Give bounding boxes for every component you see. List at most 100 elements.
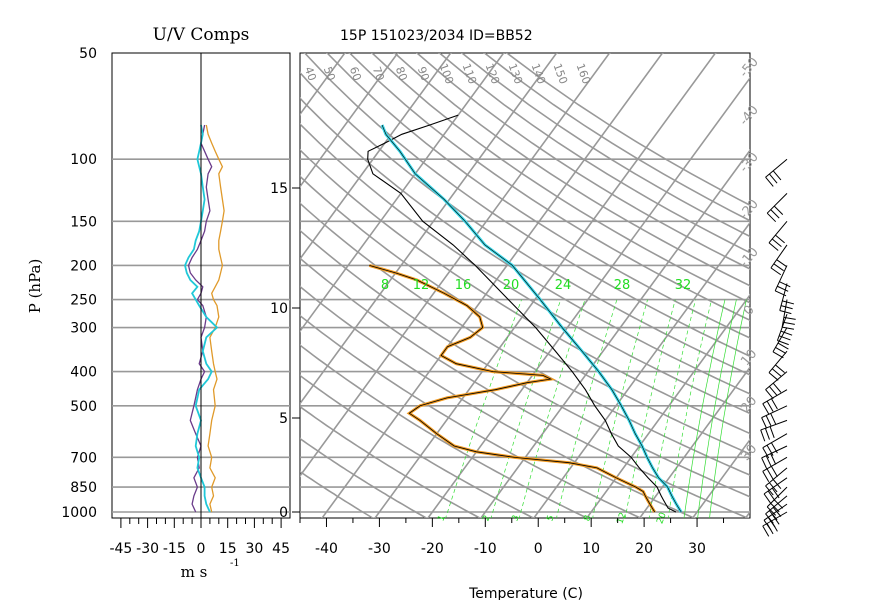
wind-barb-flag bbox=[776, 347, 786, 353]
skewt-x-tick-label-3: -10 bbox=[474, 541, 497, 557]
uv-pressure-label-700: 700 bbox=[70, 450, 97, 466]
skewt-isotherm bbox=[797, 19, 887, 520]
wind-barb-flag bbox=[781, 306, 793, 309]
wind-barb-flag bbox=[771, 413, 776, 424]
wind-barb-flag bbox=[771, 210, 779, 218]
uv-x-tick-label-2: -15 bbox=[163, 541, 186, 557]
wind-barb-flag bbox=[769, 373, 778, 381]
skewt-height-label-5: 5 bbox=[279, 411, 288, 427]
skewt-isotherm bbox=[745, 19, 887, 520]
uv-x-tick-label-4: 15 bbox=[219, 541, 237, 557]
uv-pressure-label-850: 850 bbox=[70, 480, 97, 496]
wind-barb-flag bbox=[770, 427, 774, 438]
wind-barb-flag bbox=[772, 369, 781, 377]
wind-barb-flag bbox=[771, 503, 779, 511]
wind-barb-flag bbox=[767, 469, 773, 479]
uv-pressure-label-150: 150 bbox=[70, 214, 97, 230]
wind-barb-shaft bbox=[763, 457, 787, 471]
wind-barb-flag bbox=[777, 260, 787, 267]
skewt-mixing-ratio-label-16: 16 bbox=[455, 278, 472, 293]
skewt-mixing-ratio-label-20: 20 bbox=[503, 278, 520, 293]
skewt-x-tick-label-7: 30 bbox=[688, 541, 706, 557]
wind-barb-flag bbox=[782, 327, 794, 329]
skewt-x-axis-label: Temperature (C) bbox=[468, 586, 583, 600]
skewt-title: 15P 151023/2034 ID=BB52 bbox=[340, 28, 533, 44]
skewt-mixing-ratio-label-12: 12 bbox=[413, 278, 430, 293]
wind-barb-flag bbox=[769, 243, 778, 251]
skewt-height-label-15: 15 bbox=[270, 181, 288, 197]
wind-barb-flag bbox=[775, 235, 784, 243]
wind-barb-flag bbox=[764, 494, 771, 504]
wind-barb-flag bbox=[780, 310, 792, 313]
uv-x-axis-label: m s bbox=[181, 563, 208, 581]
uv-pressure-label-300: 300 bbox=[70, 321, 97, 337]
wind-barbs bbox=[761, 159, 796, 536]
skewt-mixing-ratio-label-24: 24 bbox=[555, 278, 572, 293]
wind-barb-flag bbox=[773, 383, 781, 392]
uv-pressure-label-200: 200 bbox=[70, 258, 97, 274]
wind-barb-flag bbox=[761, 430, 765, 441]
skewt-mixing-ratio-label-32: 32 bbox=[675, 278, 692, 293]
wind-barb-shaft bbox=[767, 193, 787, 213]
uv-x-tick-label-1: -30 bbox=[136, 541, 159, 557]
wind-barb-shaft bbox=[773, 328, 787, 352]
wind-barb-flag bbox=[766, 390, 774, 399]
skewt-x-tick-label-2: -20 bbox=[421, 541, 444, 557]
uv-x-tick-label-6: 45 bbox=[272, 541, 290, 557]
wind-barb-flag bbox=[775, 365, 784, 373]
wind-barb-flag bbox=[763, 526, 769, 536]
wind-barb-flag bbox=[772, 239, 781, 247]
wind-barb-flag bbox=[769, 386, 777, 395]
skewt-x-tick-label-0: -40 bbox=[315, 541, 338, 557]
wind-barb-shaft bbox=[763, 434, 787, 448]
uv-pressure-label-50: 50 bbox=[79, 46, 97, 62]
uv-x-tick-label-5: 30 bbox=[245, 541, 263, 557]
skewt-mixing-ratio-label-8: 8 bbox=[381, 278, 389, 293]
uv-x-tick-label-0: -45 bbox=[109, 541, 132, 557]
uv-x-tick-label-3: 0 bbox=[197, 541, 206, 557]
wind-barb-flag bbox=[766, 486, 774, 495]
uv-x-tick-labels: -45-30-15 0 15 30 45 bbox=[109, 518, 290, 557]
uv-pressure-label-100: 100 bbox=[70, 152, 97, 168]
wind-barb-flag bbox=[762, 458, 767, 469]
uv-x-axis-label-exponent: -1 bbox=[230, 558, 240, 569]
wind-barb-flag bbox=[765, 428, 769, 439]
uv-y-axis-label: P (hPa) bbox=[26, 259, 44, 314]
wind-barb-flag bbox=[763, 471, 769, 481]
wind-barb-flag bbox=[766, 177, 774, 186]
skewt-height-label-10: 10 bbox=[270, 301, 288, 317]
skewt-x-tick-label-1: -30 bbox=[368, 541, 391, 557]
skewt-x-tick-label-5: 10 bbox=[582, 541, 600, 557]
wind-barb-flag bbox=[769, 174, 777, 183]
uv-pressure-label-400: 400 bbox=[70, 365, 97, 381]
wind-barb-flag bbox=[767, 213, 775, 221]
wind-barb-flag bbox=[766, 416, 771, 427]
skewt-x-tick-label-4: 0 bbox=[534, 541, 543, 557]
wind-barb-flag bbox=[771, 268, 781, 275]
wind-barb-shaft bbox=[769, 221, 787, 242]
wind-barb-flag bbox=[774, 206, 782, 214]
wind-barb-flag bbox=[773, 352, 783, 358]
wind-barb-flag bbox=[771, 466, 777, 476]
wind-barb-flag bbox=[763, 404, 769, 414]
skewt-height-label-0: 0 bbox=[279, 505, 288, 521]
wind-barb-flag bbox=[769, 483, 777, 492]
skewt-mixing-ratio-label-28: 28 bbox=[614, 278, 631, 293]
wind-barb-flag bbox=[767, 401, 773, 411]
wind-barb-shaft bbox=[771, 245, 787, 268]
wind-barb-flag bbox=[771, 399, 777, 409]
wind-barb-flag bbox=[782, 301, 794, 304]
wind-barb-flag bbox=[774, 264, 784, 271]
uv-pressure-label-1000: 1000 bbox=[61, 505, 97, 521]
wind-barb-shaft bbox=[763, 390, 787, 404]
skewt-x-tick-label-6: 20 bbox=[635, 541, 653, 557]
uv-pressure-label-250: 250 bbox=[70, 293, 97, 309]
wind-barb-flag bbox=[783, 322, 795, 324]
wind-barb-flag bbox=[779, 282, 790, 287]
wind-barb-flag bbox=[773, 479, 781, 488]
uv-title: U/V Comps bbox=[153, 25, 250, 45]
